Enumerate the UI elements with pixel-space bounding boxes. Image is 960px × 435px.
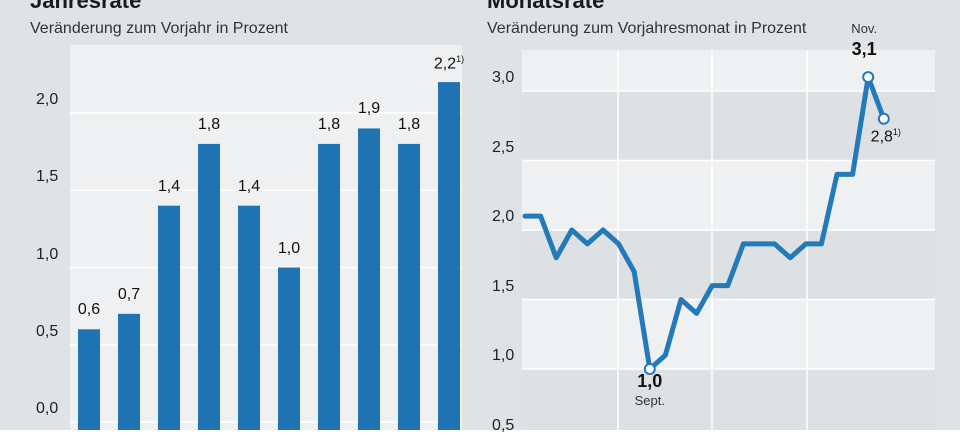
- right-ytick-label: 0,5: [492, 416, 515, 434]
- left-ytick-label: 1,0: [36, 245, 59, 263]
- left-bar: [118, 313, 140, 430]
- right-ytick-label: 3,0: [492, 69, 515, 86]
- left-bar-footnote: 1): [456, 54, 465, 65]
- left-bar: [398, 143, 420, 430]
- left-bar-value-text: 1,8: [317, 115, 341, 133]
- left-bar: [318, 143, 340, 430]
- right-annotation-month: Sept.: [634, 393, 665, 408]
- right-chart-title: Monatsrate: [487, 0, 605, 13]
- right-ytick-label: 1,0: [492, 347, 515, 364]
- left-bar-value-text: 1,4: [157, 177, 181, 195]
- left-ytick-label: 2,0: [36, 91, 59, 108]
- left-bar-value-text: 2,2: [433, 55, 457, 73]
- left-bar: [438, 82, 460, 430]
- left-bar-value-text: 1,9: [357, 100, 381, 118]
- left-bar-value-text: 1,8: [197, 115, 221, 133]
- right-annotation-value: 3,1: [851, 39, 877, 60]
- left-bar-value-label: 2,21): [434, 54, 464, 73]
- left-bar-value-label: 1,8: [398, 116, 420, 134]
- right-annotation-month: Nov.: [851, 21, 878, 37]
- left-bar: [278, 267, 300, 430]
- left-chart-subtitle: Veränderung zum Vorjahr in Prozent: [30, 20, 288, 37]
- right-annotation-value: 2,81): [871, 127, 901, 146]
- right-ytick-label: 2,5: [492, 138, 515, 156]
- right-series-line: [522, 74, 887, 372]
- right-annotation-value: 1,0: [637, 371, 663, 391]
- left-bar-value-label: 0,6: [78, 301, 100, 319]
- right-annotated-point: [643, 363, 656, 375]
- left-bar-value-text: 1,4: [237, 177, 261, 195]
- right-ytick-label: 1,5: [492, 277, 515, 295]
- left-bar: [158, 205, 180, 430]
- left-chart-title: Jahresrate: [30, 0, 142, 13]
- left-ytick-label: 0,5: [36, 322, 59, 340]
- left-bar-value-label: 1,4: [238, 178, 260, 196]
- right-plot-band: [522, 369, 935, 430]
- left-bar: [198, 143, 220, 430]
- left-bar: [78, 329, 100, 430]
- left-bar-value-text: 1,8: [397, 115, 421, 133]
- right-chart-subtitle: Veränderung zum Vorjahresmonat in Prozen…: [487, 20, 807, 37]
- left-bar-value-label: 0,7: [118, 286, 140, 304]
- left-bar-value-text: 0,6: [77, 301, 101, 319]
- left-bar-value-label: 1,4: [158, 178, 180, 196]
- left-bar-value-text: 1,0: [277, 239, 301, 257]
- left-bar-value-label: 1,9: [358, 100, 380, 118]
- right-annotation-footnote: 1): [892, 126, 901, 137]
- left-bar-value-label: 1,8: [318, 116, 340, 134]
- left-bar-chart: [0, 0, 470, 430]
- left-ytick-label: 1,5: [36, 168, 59, 186]
- left-bar: [238, 205, 260, 430]
- right-annotated-point: [877, 112, 890, 125]
- right-plot-band: [522, 91, 935, 161]
- left-ytick-label: 0,0: [36, 400, 59, 417]
- left-bar-value-label: 1,8: [198, 116, 220, 134]
- left-bar-value-label: 1,0: [278, 240, 300, 258]
- left-bar: [358, 128, 380, 430]
- right-annotation-value-text: 2,8: [870, 128, 893, 146]
- left-bar-value-text: 0,7: [117, 285, 141, 303]
- right-ytick-label: 2,0: [492, 208, 515, 225]
- right-annotated-point: [862, 71, 875, 84]
